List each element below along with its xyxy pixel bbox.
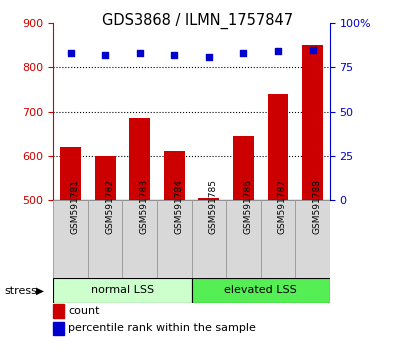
Text: count: count (68, 306, 100, 316)
Bar (157, 200, 192, 278)
Text: normal LSS: normal LSS (91, 285, 154, 295)
Text: ▶: ▶ (36, 286, 44, 296)
Bar (192, 200, 226, 278)
Bar (199, 198, 219, 200)
Text: GSM591782: GSM591782 (105, 179, 114, 234)
Bar (88, 200, 122, 278)
Text: GDS3868 / ILMN_1757847: GDS3868 / ILMN_1757847 (102, 12, 293, 29)
Text: GSM591786: GSM591786 (243, 179, 252, 234)
Bar (95, 156, 116, 200)
Text: GSM591787: GSM591787 (278, 179, 287, 234)
Bar (122, 200, 157, 278)
Text: GSM591783: GSM591783 (140, 179, 149, 234)
Bar (226, 200, 261, 278)
Text: GSM591788: GSM591788 (312, 179, 322, 234)
Bar (192, 278, 330, 303)
Bar (53, 278, 192, 303)
Bar (261, 200, 295, 278)
Point (309, 47, 316, 52)
Bar (53, 200, 88, 278)
Bar (295, 200, 330, 278)
Text: stress: stress (4, 286, 37, 296)
Point (275, 48, 281, 54)
Text: percentile rank within the sample: percentile rank within the sample (68, 323, 256, 333)
Bar (130, 118, 150, 200)
Text: GSM591785: GSM591785 (209, 179, 218, 234)
Point (171, 52, 177, 58)
Bar (233, 136, 254, 200)
Bar (302, 45, 323, 200)
Point (240, 50, 246, 56)
Point (102, 52, 108, 58)
Bar (60, 147, 81, 200)
Point (206, 54, 212, 59)
Text: GSM591781: GSM591781 (71, 179, 80, 234)
Text: GSM591784: GSM591784 (174, 179, 183, 234)
Bar (268, 94, 288, 200)
Text: elevated LSS: elevated LSS (224, 285, 297, 295)
Bar (164, 152, 185, 200)
Point (137, 50, 143, 56)
Point (68, 50, 74, 56)
